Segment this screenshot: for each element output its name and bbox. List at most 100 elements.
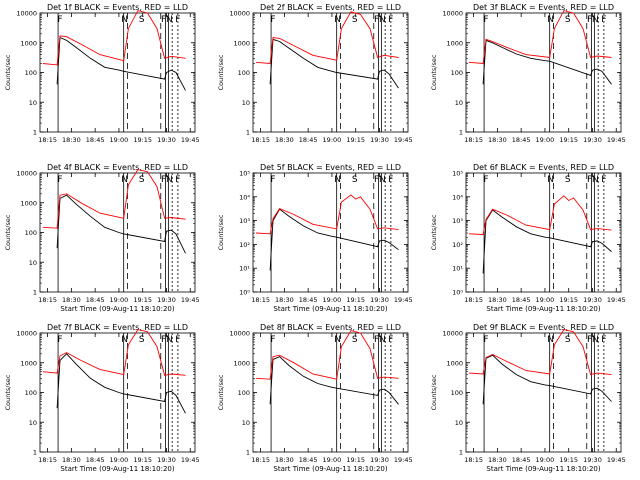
x-tick-label: 18:30 <box>275 136 294 144</box>
x-tick-label: 18:45 <box>86 456 105 464</box>
series-line-lld <box>255 330 399 380</box>
event-marker-letter: F <box>374 175 379 185</box>
x-tick-label: 19:15 <box>133 456 152 464</box>
x-tick-label: 19:00 <box>323 456 342 464</box>
y-axis-label: Counts/sec <box>4 54 12 90</box>
event-marker-letter: F <box>601 15 606 25</box>
series-line-events <box>482 39 612 85</box>
x-tick-label: 19:45 <box>181 296 200 304</box>
y-tick-label: 10000 <box>229 330 250 338</box>
y-axis-label: Counts/sec <box>4 374 12 410</box>
x-axis-label: Start Time (09-Aug-11 18:10:20) <box>273 465 387 473</box>
x-tick-label: 19:45 <box>181 456 200 464</box>
y-tick-label: 10² <box>239 241 250 249</box>
event-marker-letter: F <box>57 175 62 185</box>
y-tick-label: 10000 <box>16 170 37 178</box>
x-tick-label: 18:15 <box>464 296 483 304</box>
x-tick-label: 19:00 <box>110 456 129 464</box>
y-tick-label: 10 <box>242 99 250 107</box>
x-tick-label: 18:15 <box>464 456 483 464</box>
event-marker-letter: F <box>57 15 62 25</box>
x-tick-label: 18:45 <box>299 456 318 464</box>
event-marker-letter: F <box>587 15 592 25</box>
x-tick-label: 18:45 <box>512 136 531 144</box>
x-tick-label: 19:45 <box>607 136 626 144</box>
plot-panel-8: Det 8f BLACK = Events, RED = LLD Counts/s… <box>217 323 413 473</box>
y-tick-label: 10000 <box>442 330 463 338</box>
series-line-lld <box>255 11 399 64</box>
x-tick-label: 18:15 <box>38 136 57 144</box>
plot-panel-4: Det 4f BLACK = Events, RED = LLD Counts/s… <box>4 163 200 313</box>
plot-frame <box>39 172 196 293</box>
event-marker-letter: F <box>483 335 488 345</box>
x-tick-label: 18:15 <box>38 296 57 304</box>
y-tick-label: 100 <box>451 69 463 77</box>
y-axis-label: Counts/sec <box>430 374 438 410</box>
plot-panel-6: Det 6f BLACK = Events, RED = LLD Counts/s… <box>430 163 626 313</box>
y-tick-label: 10¹ <box>452 265 463 273</box>
y-tick-label: 1000 <box>20 359 37 367</box>
y-tick-label: 100 <box>238 389 250 397</box>
y-tick-label: 1 <box>33 129 37 137</box>
event-marker-letter: S <box>352 175 358 185</box>
x-tick-label: 19:00 <box>536 136 555 144</box>
x-tick-label: 19:30 <box>157 296 176 304</box>
x-tick-label: 19:30 <box>583 456 602 464</box>
x-tick-label: 18:30 <box>488 456 507 464</box>
event-marker-letter: N <box>166 335 173 345</box>
plot-panel-7: Det 7f BLACK = Events, RED = LLD Counts/s… <box>4 323 200 473</box>
chart-title: Det 6f BLACK = Events, RED = LLD <box>473 163 614 172</box>
chart-title: Det 9f BLACK = Events, RED = LLD <box>473 323 614 332</box>
event-marker-letter: S <box>139 15 145 25</box>
event-marker-letter: F <box>57 335 62 345</box>
chart-title: Det 7f BLACK = Events, RED = LLD <box>47 323 188 332</box>
x-tick-label: 18:15 <box>38 456 57 464</box>
x-tick-label: 19:30 <box>370 456 389 464</box>
plot-panel-9: Det 9f BLACK = Events, RED = LLD Counts/s… <box>430 323 626 473</box>
x-tick-label: 19:15 <box>133 296 152 304</box>
event-marker-letter: N <box>121 15 128 25</box>
event-marker-letter: F <box>161 175 166 185</box>
x-tick-label: 18:15 <box>251 456 270 464</box>
x-tick-label: 19:00 <box>323 296 342 304</box>
x-tick-label: 18:15 <box>464 136 483 144</box>
y-tick-label: 10¹ <box>239 265 250 273</box>
series-line-events <box>56 353 186 414</box>
series-line-events <box>56 194 186 254</box>
event-marker-letter: F <box>175 175 180 185</box>
chart-title: Det 1f BLACK = Events, RED = LLD <box>47 3 188 12</box>
x-tick-label: 19:15 <box>346 296 365 304</box>
y-tick-label: 1 <box>246 449 250 457</box>
y-tick-label: 10000 <box>442 10 463 18</box>
x-tick-label: 18:45 <box>86 296 105 304</box>
y-tick-label: 1 <box>459 449 463 457</box>
x-tick-label: 18:15 <box>251 136 270 144</box>
x-tick-label: 18:30 <box>62 136 81 144</box>
event-marker-letter: S <box>139 335 145 345</box>
x-tick-label: 18:30 <box>275 456 294 464</box>
y-tick-label: 10⁴ <box>452 193 463 201</box>
x-tick-label: 19:15 <box>559 296 578 304</box>
plot-frame <box>465 172 622 293</box>
x-tick-label: 19:30 <box>157 136 176 144</box>
y-tick-label: 10 <box>455 99 463 107</box>
x-tick-label: 18:30 <box>62 296 81 304</box>
series-line-lld <box>42 169 186 229</box>
event-marker-letter: N <box>379 335 386 345</box>
y-tick-label: 10⁴ <box>239 193 250 201</box>
y-tick-label: 100 <box>25 229 37 237</box>
event-marker-letter: N <box>592 335 599 345</box>
x-tick-label: 18:30 <box>62 456 81 464</box>
plot-frame <box>465 12 622 133</box>
x-tick-label: 18:15 <box>251 296 270 304</box>
y-tick-label: 10⁵ <box>452 170 463 178</box>
event-marker-letter: F <box>161 335 166 345</box>
event-marker-letter: N <box>547 175 554 185</box>
event-marker-letter: F <box>388 175 393 185</box>
x-tick-label: 18:45 <box>512 296 531 304</box>
y-tick-label: 10³ <box>452 217 463 225</box>
plot-panel-1: Det 1f BLACK = Events, RED = LLD Counts/s… <box>4 3 200 144</box>
series-line-lld <box>255 194 399 235</box>
x-tick-label: 19:45 <box>394 296 413 304</box>
y-tick-label: 100 <box>25 389 37 397</box>
